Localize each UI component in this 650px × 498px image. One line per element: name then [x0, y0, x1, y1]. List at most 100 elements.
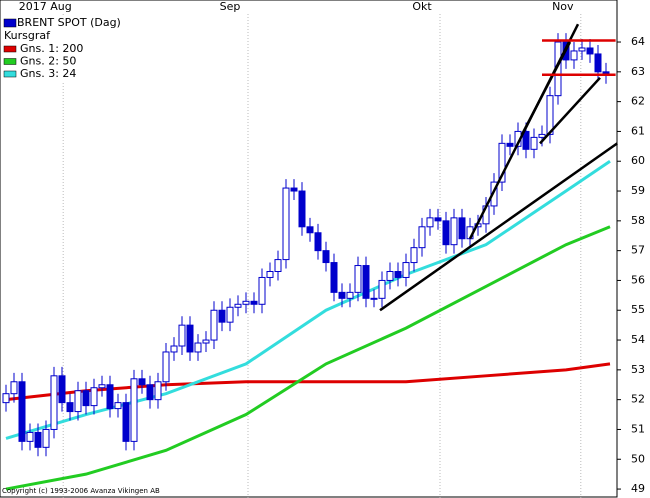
y-tick-label: 62 — [631, 95, 645, 108]
y-tick-label: 57 — [631, 244, 645, 257]
candle-body — [90, 387, 98, 407]
x-tick-label: Nov — [552, 0, 574, 13]
legend-swatch — [3, 18, 17, 28]
legend-swatch — [3, 70, 17, 78]
candle-body — [322, 250, 330, 264]
candle-body — [506, 142, 514, 147]
candle-body — [410, 247, 418, 264]
trend-line — [539, 76, 601, 145]
candle-body — [274, 259, 282, 273]
candle-body — [434, 217, 442, 222]
candle-body — [290, 187, 298, 192]
legend-swatch — [3, 45, 17, 53]
y-tick-label: 53 — [631, 363, 645, 376]
candle-body — [250, 300, 258, 305]
candle-body — [10, 381, 18, 395]
y-tick-label: 49 — [631, 482, 645, 495]
candle-body — [170, 345, 178, 353]
candle-body — [386, 271, 394, 281]
trend-line — [520, 41, 572, 135]
candle-body — [130, 378, 138, 442]
candle-body — [282, 187, 290, 261]
legend-subtitle: Kursgraf — [4, 29, 51, 42]
x-tick-label: Sep — [220, 0, 241, 13]
candle-body — [538, 133, 546, 138]
candle-body — [370, 297, 378, 300]
candle-body — [546, 95, 554, 135]
candle-body — [458, 217, 466, 240]
candle-body — [2, 393, 10, 404]
candle-body — [394, 271, 402, 278]
candle-body — [226, 306, 234, 323]
candle-body — [330, 262, 338, 293]
candle-body — [298, 190, 306, 228]
candle-body — [402, 262, 410, 278]
candle-body — [178, 324, 186, 347]
candle-body — [258, 276, 266, 305]
candle-body — [570, 50, 578, 61]
candle-body — [306, 226, 314, 234]
y-tick-label: 52 — [631, 393, 645, 406]
legend: BRENT SPOT (Dag) Kursgraf Gns. 1: 200Gns… — [1, 16, 121, 83]
legend-label: Gns. 1: 200 — [20, 42, 83, 55]
y-tick-label: 60 — [631, 154, 645, 167]
candle-body — [186, 324, 194, 353]
y-tick-label: 63 — [631, 65, 645, 78]
y-tick-label: 50 — [631, 452, 645, 465]
candle-body — [34, 431, 42, 448]
legend-label: Gns. 2: 50 — [20, 55, 76, 68]
candle-body — [418, 226, 426, 249]
candle-body — [346, 291, 354, 299]
candle-body — [210, 309, 218, 341]
candle-body — [98, 384, 106, 389]
legend-swatch — [3, 58, 17, 65]
candle-body — [234, 303, 242, 308]
candle-body — [426, 217, 434, 228]
candle-body — [594, 53, 602, 73]
candle-body — [154, 381, 162, 401]
candle-body — [202, 339, 210, 344]
y-tick-label: 56 — [631, 273, 645, 286]
candle-body — [490, 181, 498, 207]
candle-body — [106, 384, 114, 410]
candle-body — [578, 47, 586, 52]
y-tick-label: 61 — [631, 124, 645, 137]
candle-body — [194, 342, 202, 353]
candle-body — [354, 265, 362, 293]
legend-box — [1, 17, 108, 83]
copyright: Copyright (c) 1993-2006 Avanza Vikingen … — [2, 487, 160, 495]
candle-body — [442, 220, 450, 246]
candle-body — [114, 402, 122, 410]
x-tick-label: Okt — [412, 0, 432, 13]
candle-body — [522, 130, 530, 150]
y-tick-label: 58 — [631, 214, 645, 227]
candle-body — [242, 300, 250, 305]
candle-body — [530, 136, 538, 150]
candle-body — [314, 232, 322, 252]
candle-body — [266, 271, 274, 278]
legend-title: BRENT SPOT (Dag) — [17, 16, 121, 29]
legend-label: Gns. 3: 24 — [20, 67, 76, 80]
candle-body — [82, 390, 90, 407]
candle-body — [450, 217, 458, 246]
candle-body — [586, 47, 594, 55]
candle-body — [26, 431, 34, 442]
candle-body — [146, 384, 154, 401]
y-tick-label: 55 — [631, 303, 645, 316]
y-tick-label: 54 — [631, 333, 645, 346]
candle-body — [18, 381, 26, 442]
y-tick-label: 51 — [631, 422, 645, 435]
y-tick-label: 64 — [631, 35, 645, 48]
candle-body — [66, 402, 74, 413]
candle-body — [50, 375, 58, 430]
y-tick-label: 59 — [631, 184, 645, 197]
moving-average — [5, 225, 611, 491]
candle-body — [362, 265, 370, 299]
candle-body — [498, 142, 506, 183]
candle-body — [378, 279, 386, 299]
candle-body — [338, 291, 346, 299]
candle-body — [218, 309, 226, 323]
candle-body — [122, 402, 130, 442]
trend-line — [379, 142, 618, 312]
